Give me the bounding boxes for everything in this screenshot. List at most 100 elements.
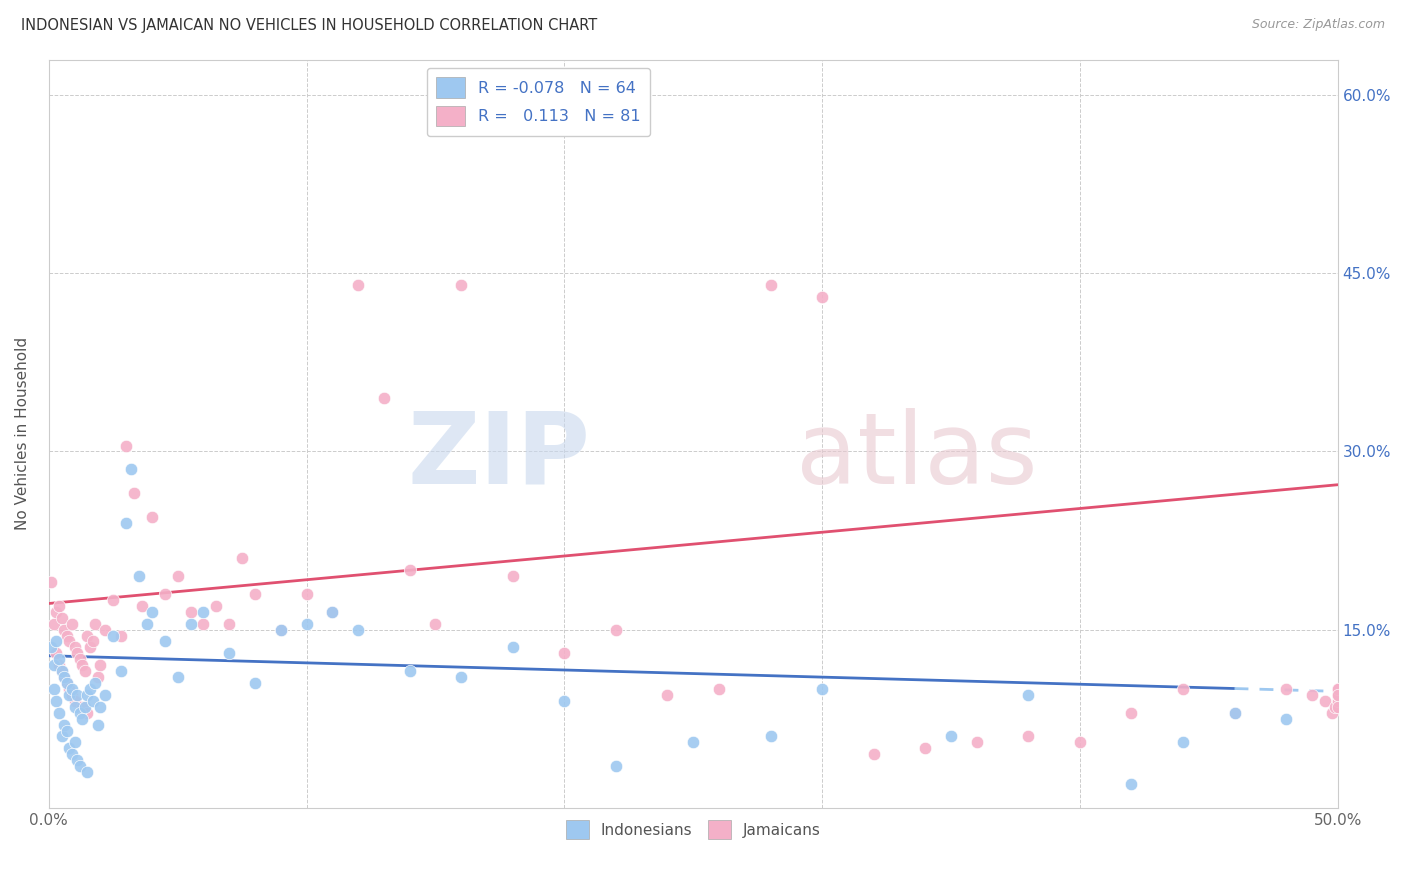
Point: [122, 486, 145, 500]
Point: [657, 688, 679, 702]
Point: [1171, 735, 1194, 749]
Point: [682, 735, 704, 749]
Point: [79, 640, 101, 655]
Point: [502, 640, 524, 655]
Point: [1326, 688, 1348, 702]
Point: [1069, 735, 1091, 749]
Point: [966, 735, 988, 749]
Point: [1326, 681, 1348, 696]
Point: [42, 616, 65, 631]
Point: [295, 587, 318, 601]
Point: [41, 640, 63, 655]
Point: [193, 605, 215, 619]
Point: [193, 616, 215, 631]
Point: [94, 623, 117, 637]
Point: [63, 640, 86, 655]
Point: [45, 694, 67, 708]
Point: [502, 569, 524, 583]
Point: [141, 509, 163, 524]
Point: [76, 688, 98, 702]
Point: [45, 634, 67, 648]
Point: [218, 616, 240, 631]
Point: [180, 605, 202, 619]
Point: [56, 723, 79, 738]
Point: [153, 587, 176, 601]
Point: [51, 730, 73, 744]
Point: [56, 676, 79, 690]
Point: [42, 658, 65, 673]
Point: [295, 616, 318, 631]
Point: [1275, 712, 1298, 726]
Point: [45, 646, 67, 660]
Point: [53, 670, 76, 684]
Text: ZIP: ZIP: [408, 408, 591, 505]
Point: [141, 605, 163, 619]
Point: [270, 623, 292, 637]
Point: [231, 551, 253, 566]
Point: [56, 676, 79, 690]
Point: [110, 664, 132, 678]
Point: [48, 652, 70, 666]
Point: [1223, 706, 1246, 720]
Point: [63, 735, 86, 749]
Point: [450, 670, 472, 684]
Point: [321, 605, 343, 619]
Point: [1326, 699, 1348, 714]
Point: [51, 611, 73, 625]
Point: [425, 616, 447, 631]
Point: [103, 629, 125, 643]
Text: Source: ZipAtlas.com: Source: ZipAtlas.com: [1251, 18, 1385, 31]
Point: [180, 616, 202, 631]
Point: [1017, 730, 1039, 744]
Point: [60, 616, 83, 631]
Point: [73, 699, 96, 714]
Point: [48, 706, 70, 720]
Point: [811, 681, 834, 696]
Point: [89, 699, 111, 714]
Point: [45, 605, 67, 619]
Point: [58, 634, 80, 648]
Point: [1121, 777, 1143, 791]
Point: [76, 765, 98, 780]
Point: [135, 616, 157, 631]
Point: [110, 629, 132, 643]
Point: [103, 593, 125, 607]
Point: [120, 462, 142, 476]
Point: [450, 278, 472, 293]
Point: [1275, 681, 1298, 696]
Point: [41, 575, 63, 590]
Point: [1313, 694, 1336, 708]
Point: [373, 391, 395, 405]
Point: [218, 646, 240, 660]
Point: [60, 681, 83, 696]
Point: [115, 438, 138, 452]
Point: [553, 646, 575, 660]
Point: [72, 658, 94, 673]
Y-axis label: No Vehicles in Household: No Vehicles in Household: [15, 337, 30, 530]
Point: [1326, 688, 1348, 702]
Point: [53, 670, 76, 684]
Point: [1301, 688, 1323, 702]
Point: [1326, 681, 1348, 696]
Point: [707, 681, 730, 696]
Point: [128, 569, 150, 583]
Text: INDONESIAN VS JAMAICAN NO VEHICLES IN HOUSEHOLD CORRELATION CHART: INDONESIAN VS JAMAICAN NO VEHICLES IN HO…: [21, 18, 598, 33]
Point: [76, 629, 98, 643]
Point: [42, 681, 65, 696]
Point: [553, 694, 575, 708]
Point: [759, 730, 782, 744]
Point: [58, 741, 80, 756]
Point: [58, 688, 80, 702]
Point: [1121, 706, 1143, 720]
Point: [72, 699, 94, 714]
Point: [89, 658, 111, 673]
Point: [66, 688, 89, 702]
Point: [811, 290, 834, 304]
Point: [56, 629, 79, 643]
Point: [347, 623, 370, 637]
Point: [82, 634, 104, 648]
Point: [51, 664, 73, 678]
Point: [72, 712, 94, 726]
Point: [166, 670, 188, 684]
Point: [82, 694, 104, 708]
